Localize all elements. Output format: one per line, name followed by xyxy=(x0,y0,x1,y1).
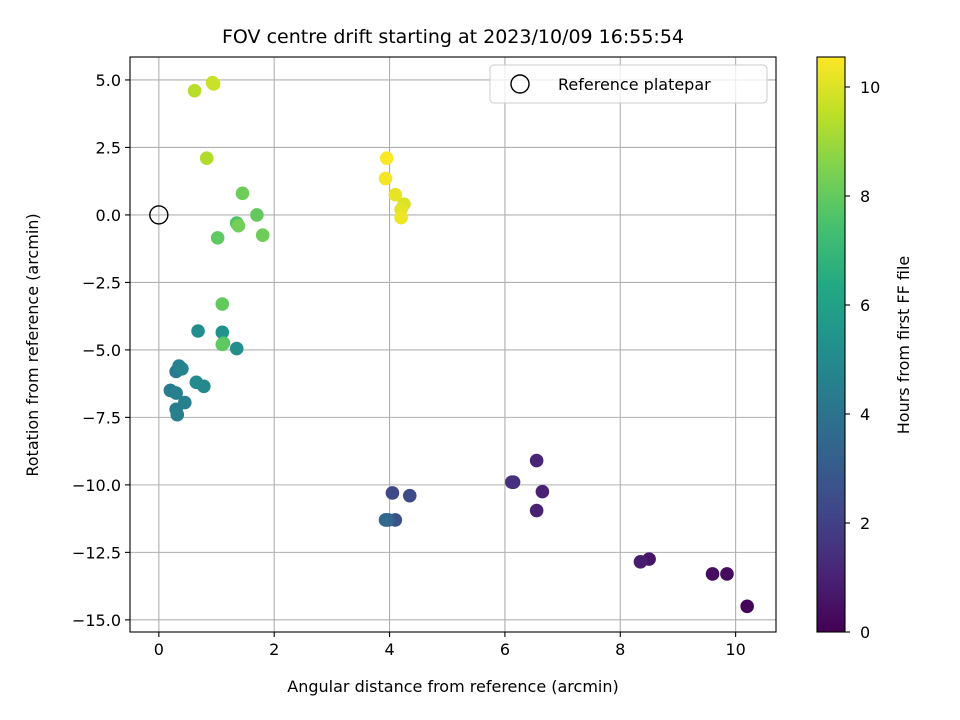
data-point xyxy=(255,228,270,242)
y-tick-label: 5.0 xyxy=(96,71,121,90)
data-point xyxy=(206,77,221,91)
data-point xyxy=(229,341,244,356)
y-axis-ticks: 5.0 2.5 0.0 −2.5 −5.0 −7.5 −10.0 −12.5 −15.0 xyxy=(72,71,130,630)
x-axis-ticks: 0 2 4 6 8 10 xyxy=(154,632,746,659)
data-point xyxy=(379,513,394,527)
data-point xyxy=(535,484,550,499)
data-point xyxy=(705,567,720,581)
data-point xyxy=(215,325,230,340)
data-point xyxy=(394,210,408,225)
data-point xyxy=(215,297,230,311)
x-tick-label: 8 xyxy=(615,640,625,659)
x-tick-label: 2 xyxy=(269,640,279,659)
y-axis-label: Rotation from reference (arcmin) xyxy=(23,213,42,476)
legend-entry-reference: Reference platepar xyxy=(558,75,711,94)
data-point xyxy=(388,187,403,202)
data-point xyxy=(250,208,264,222)
data-point xyxy=(215,337,230,352)
y-tick-label: −10.0 xyxy=(72,476,121,495)
data-point xyxy=(378,171,393,186)
y-tick-label: −15.0 xyxy=(72,611,121,630)
data-point xyxy=(529,453,544,468)
data-point xyxy=(235,186,250,201)
data-points xyxy=(149,75,754,614)
plot-frame xyxy=(129,56,777,633)
colorbar-label: Hours from first FF file xyxy=(894,256,913,435)
colorbar-ticks: 0 2 4 6 8 10 xyxy=(845,78,880,642)
legend: Reference platepar xyxy=(489,64,768,104)
data-point xyxy=(529,503,544,518)
colorbar-tick-label: 4 xyxy=(860,405,870,424)
x-tick-label: 6 xyxy=(500,640,510,659)
chart-title: FOV centre drift starting at 2023/10/09 … xyxy=(222,26,684,48)
data-point xyxy=(231,218,246,233)
y-tick-label: 2.5 xyxy=(96,138,121,157)
y-tick-label: −2.5 xyxy=(82,273,121,292)
reference-marker xyxy=(149,205,169,225)
data-point xyxy=(402,488,417,503)
y-tick-label: −7.5 xyxy=(82,408,121,427)
data-point xyxy=(385,486,400,500)
colorbar-tick-label: 10 xyxy=(860,78,880,97)
data-point xyxy=(633,555,648,569)
data-point xyxy=(379,151,394,166)
data-point xyxy=(740,599,754,614)
x-axis-label: Angular distance from reference (arcmin) xyxy=(287,677,618,696)
data-point xyxy=(170,407,185,422)
legend-marker-reference xyxy=(510,74,530,94)
colorbar-gradient xyxy=(817,57,845,632)
data-point xyxy=(720,567,734,581)
data-point xyxy=(169,386,183,400)
legend-box xyxy=(489,64,768,104)
colorbar-tick-label: 8 xyxy=(860,187,870,206)
x-tick-label: 0 xyxy=(154,640,164,659)
colorbar-tick-label: 6 xyxy=(860,296,870,315)
x-tick-label: 10 xyxy=(725,640,745,659)
colorbar-tick-label: 0 xyxy=(860,623,870,642)
y-tick-label: 0.0 xyxy=(96,206,121,225)
data-point xyxy=(199,151,214,166)
x-tick-label: 4 xyxy=(384,640,394,659)
data-point xyxy=(505,475,519,489)
data-point xyxy=(175,361,189,376)
data-point xyxy=(191,324,205,338)
y-tick-label: −12.5 xyxy=(72,543,121,562)
colorbar-tick-label: 2 xyxy=(860,514,870,533)
data-point xyxy=(210,231,225,245)
data-point xyxy=(197,379,211,394)
colorbar: 0 2 4 6 8 10 Hours from first FF file xyxy=(816,56,913,642)
y-tick-label: −5.0 xyxy=(82,341,121,360)
colorbar-frame xyxy=(816,56,846,633)
data-point xyxy=(187,83,202,98)
